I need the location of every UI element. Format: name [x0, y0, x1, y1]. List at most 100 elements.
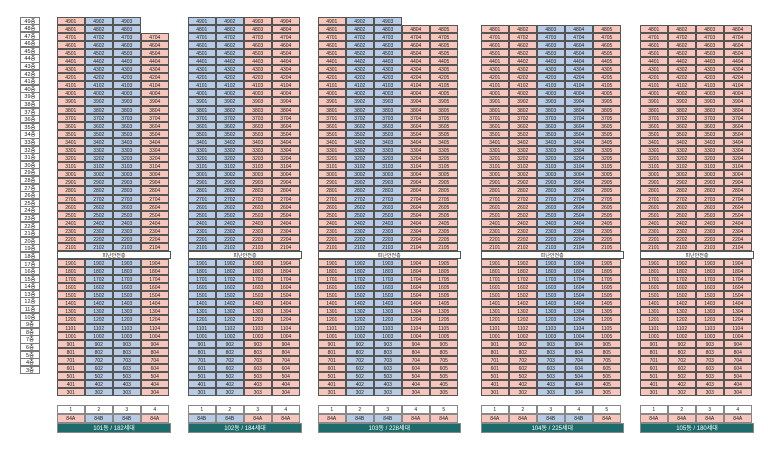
unit-cell: 3304: [140, 146, 169, 155]
unit-cell: 904: [401, 339, 430, 348]
unit-cell: 702: [345, 355, 374, 365]
unit-cell: 403: [695, 380, 724, 389]
unit-type: 84A: [243, 414, 272, 423]
unit-cell: 802: [667, 347, 696, 356]
unit-cell: 2403: [536, 218, 565, 227]
unit-cell: 1603: [373, 283, 402, 292]
unit-row: 4101 4102 4103 4104: [639, 81, 754, 90]
floor-label: 7층: [20, 335, 40, 344]
unit-cell: 3504: [271, 129, 300, 138]
unit-cell: 1901: [639, 258, 668, 267]
line-number: 1: [480, 405, 509, 414]
unit-row: 3901 3902 3903 3904: [639, 97, 754, 106]
unit-cell: 305: [592, 388, 621, 397]
unit-cell: 4102: [84, 81, 113, 90]
floor-label: 35층: [20, 122, 40, 131]
unit-cell: 1403: [373, 299, 402, 308]
unit-row: 4901 4902 4903: [56, 16, 171, 25]
unit-row: 801 802 803 804 805: [480, 347, 624, 356]
unit-cell: 3303: [373, 146, 402, 155]
unit-row: 4001 4002 4003 4004: [639, 89, 754, 98]
unit-cell: 2104: [401, 243, 430, 252]
unit-cell: 4603: [373, 40, 402, 49]
floor-label: 13층: [20, 289, 40, 298]
unit-cell: 3702: [508, 113, 537, 122]
unit-cell: 1904: [564, 258, 593, 267]
building-title: 103동 / 228세대: [318, 422, 461, 433]
unit-cell: 405: [592, 380, 621, 389]
unit-cell: 301: [639, 388, 668, 397]
unit-cell: 4504: [564, 48, 593, 57]
unit-cell: 4605: [429, 40, 458, 49]
unit-cell: 403: [112, 380, 141, 389]
unit-cell: 1305: [429, 307, 458, 316]
unit-cell: 4703: [695, 32, 724, 41]
building-legend-102: 1 2 3 4 84B 84B 84A 84A 102동 / 184세대: [187, 405, 302, 433]
unit-cell: 1705: [592, 275, 621, 284]
line-number: 5: [592, 405, 621, 414]
unit-cell: 2802: [667, 186, 696, 195]
unit-cell: 2601: [187, 202, 216, 211]
unit-row: 4201 4202 4203 4204: [639, 73, 754, 82]
unit-cell: 3505: [429, 129, 458, 138]
unit-cell: 1702: [84, 275, 113, 284]
unit-row: 1401 1402 1403 1404 1405: [317, 299, 461, 308]
unit-type: 84B: [536, 414, 565, 423]
unit-row: 4101 4102 4103 4104 4105: [480, 81, 624, 90]
unit-cell: 2402: [84, 218, 113, 227]
unit-cell: 1305: [592, 307, 621, 316]
unit-cell: 4303: [536, 65, 565, 74]
unit-cell: 3901: [480, 97, 509, 106]
unit-cell: 3302: [667, 146, 696, 155]
unit-cell: 2602: [84, 202, 113, 211]
unit-cell: 1502: [215, 291, 244, 300]
unit-cell: 2401: [187, 218, 216, 227]
unit-cell: 4303: [112, 65, 141, 74]
unit-cell: 1504: [723, 291, 752, 300]
unit-cell: 3303: [695, 146, 724, 155]
unit-cell: 504: [140, 372, 169, 381]
unit-cell: 1204: [401, 315, 430, 324]
empty-cell: [141, 25, 170, 33]
unit-row: 301 302 303 304 305: [317, 388, 461, 397]
unit-cell: 1604: [271, 283, 300, 292]
unit-cell: 701: [639, 355, 668, 365]
unit-cell: 3602: [84, 121, 113, 130]
unit-row: 1101 1102 1103 1104: [56, 323, 171, 332]
unit-cell: 2303: [243, 226, 272, 236]
unit-cell: 3803: [243, 105, 272, 114]
unit-cell: 2704: [564, 194, 593, 203]
unit-cell: 3602: [345, 121, 374, 130]
unit-type: 84A: [667, 414, 696, 423]
unit-cell: 2303: [695, 226, 724, 236]
floor-label: 43층: [20, 62, 40, 71]
floor-label: 15층: [20, 274, 40, 283]
unit-row: 4401 4402 4403 4404: [187, 56, 302, 66]
unit-cell: 1201: [187, 315, 216, 324]
unit-cell: 1602: [667, 283, 696, 292]
floor-label: 20층: [20, 236, 40, 245]
empty-cell: [565, 17, 594, 25]
unit-cell: 2602: [345, 202, 374, 211]
unit-cell: 3605: [592, 121, 621, 130]
unit-cell: 2103: [695, 243, 724, 252]
unit-cell: 3302: [215, 146, 244, 155]
unit-row: 1201 1202 1203 1204 1205: [480, 315, 624, 324]
unit-cell: 4602: [84, 40, 113, 49]
unit-cell: 4702: [215, 32, 244, 41]
unit-cell: 2501: [56, 210, 85, 219]
unit-cell: 4602: [215, 40, 244, 49]
unit-cell: 2101: [317, 243, 346, 252]
floor-label: 4층: [20, 358, 40, 367]
unit-cell: 3801: [480, 105, 509, 114]
floor-label: 25층: [20, 198, 40, 207]
unit-cell: 4802: [345, 24, 374, 33]
unit-cell: 4404: [271, 56, 300, 66]
unit-row: 1201 1202 1203 1204: [639, 315, 754, 324]
unit-row: 3801 3802 3803 3804: [639, 105, 754, 114]
floor-label: 45층: [20, 46, 40, 55]
unit-cell: 3503: [373, 129, 402, 138]
unit-cell: 3802: [345, 105, 374, 114]
unit-cell: 1004: [723, 331, 752, 340]
unit-row: 3801 3802 3803 3804: [187, 105, 302, 114]
